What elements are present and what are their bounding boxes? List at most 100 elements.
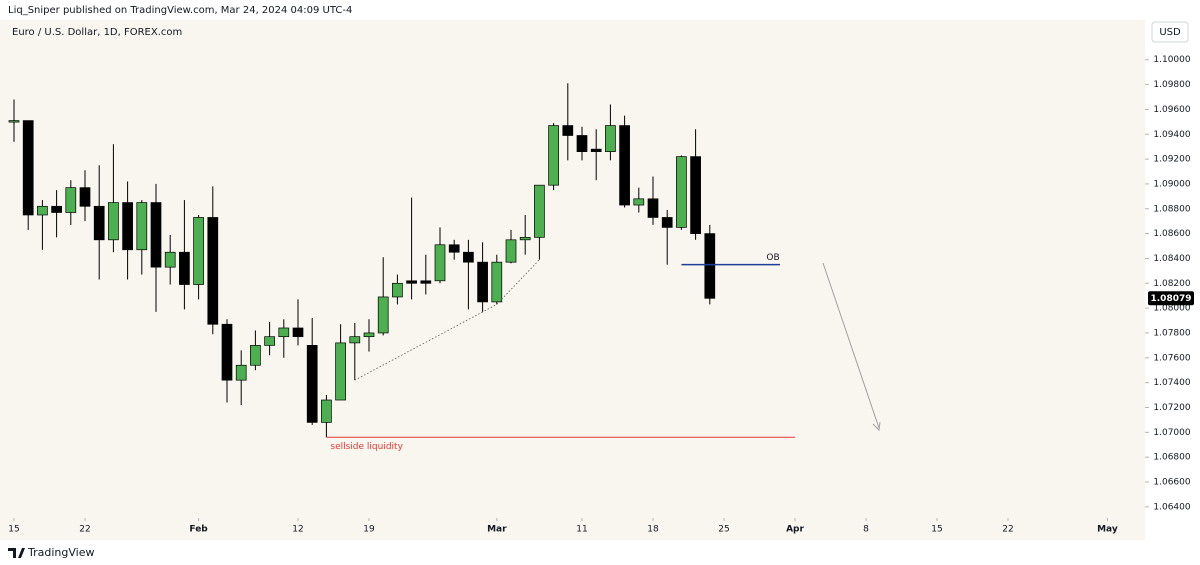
y-tick-label: 1.09400 bbox=[1153, 130, 1190, 140]
candle-body bbox=[406, 280, 417, 284]
candle-body bbox=[193, 217, 204, 285]
candle-body bbox=[8, 120, 20, 123]
arrow-head bbox=[872, 421, 881, 432]
x-tick-label: 19 bbox=[363, 525, 375, 535]
candle-body bbox=[477, 261, 488, 303]
candle-body bbox=[448, 244, 460, 253]
y-tick-label: 1.08000 bbox=[1153, 304, 1190, 314]
candle-body bbox=[264, 336, 275, 346]
candle-body bbox=[93, 205, 105, 241]
candle-body bbox=[420, 280, 432, 284]
y-tick-label: 1.06600 bbox=[1153, 477, 1190, 487]
candle-body bbox=[676, 156, 687, 228]
candle-body bbox=[122, 202, 133, 251]
candle-body bbox=[250, 345, 261, 366]
candle-body bbox=[463, 251, 474, 263]
ob-label: OB bbox=[766, 253, 779, 263]
candle-body bbox=[235, 364, 247, 381]
trend-line bbox=[354, 259, 540, 381]
x-tick-label: 18 bbox=[647, 525, 659, 535]
currency[interactable]: USD bbox=[1159, 27, 1181, 38]
x-tick-label: 22 bbox=[79, 525, 90, 535]
x-tick-label: 15 bbox=[931, 525, 942, 535]
candle-body bbox=[661, 217, 673, 228]
x-tick-label: 8 bbox=[863, 525, 869, 535]
x-tick-label: 15 bbox=[8, 525, 19, 535]
y-tick-label: 1.07800 bbox=[1153, 328, 1190, 338]
last-price-box bbox=[1148, 291, 1194, 306]
last-price-label: 1.08079 bbox=[1151, 294, 1192, 304]
candle-body bbox=[164, 251, 176, 268]
candle-body bbox=[51, 205, 62, 213]
candle-body bbox=[136, 202, 148, 251]
x-tick-label: Feb bbox=[189, 525, 208, 535]
footer-logo bbox=[8, 548, 25, 558]
candle-body bbox=[392, 282, 403, 298]
footer: TradingView bbox=[27, 546, 94, 559]
x-tick-label: 22 bbox=[1002, 525, 1013, 535]
candle-body bbox=[321, 399, 332, 423]
candle-body bbox=[619, 125, 630, 206]
candle-body bbox=[207, 217, 219, 325]
x-tick-label: May bbox=[1097, 525, 1118, 535]
candle-body bbox=[292, 327, 304, 338]
candle-body bbox=[576, 135, 588, 152]
chart-title: Euro / U.S. Dollar, 1D, FOREX.com bbox=[12, 27, 182, 38]
x-axis-area bbox=[0, 518, 1145, 540]
candle-body bbox=[562, 125, 574, 136]
candle-body bbox=[221, 323, 233, 381]
candle-body bbox=[434, 244, 446, 282]
y-tick-label: 1.06800 bbox=[1153, 453, 1190, 463]
arrow bbox=[822, 262, 880, 429]
y-tick-label: 1.09000 bbox=[1153, 179, 1190, 189]
y-tick-label: 1.08800 bbox=[1153, 204, 1190, 214]
candle-body bbox=[179, 251, 190, 285]
candle-body bbox=[278, 327, 290, 338]
candle-body bbox=[505, 239, 517, 263]
x-tick-label: 25 bbox=[718, 525, 729, 535]
candle-body bbox=[590, 148, 602, 152]
candle-body bbox=[605, 125, 616, 152]
candle-body bbox=[37, 205, 48, 216]
candle-body bbox=[548, 125, 559, 186]
y-tick-label: 1.08600 bbox=[1153, 229, 1190, 239]
candle-body bbox=[377, 296, 389, 334]
y-tick-label: 1.09200 bbox=[1153, 155, 1190, 165]
plot-area bbox=[0, 20, 1145, 518]
candle-body bbox=[22, 120, 34, 216]
candle-body bbox=[491, 261, 503, 303]
candle-body bbox=[306, 345, 318, 423]
y-tick-label: 1.07000 bbox=[1153, 428, 1190, 438]
sellside-label: sellside liquidity bbox=[330, 442, 403, 452]
x-tick-label: 12 bbox=[292, 525, 303, 535]
publisher: Liq_Sniper published on TradingView.com,… bbox=[8, 5, 352, 16]
candle-body bbox=[79, 187, 91, 207]
y-tick-label: 1.08400 bbox=[1153, 254, 1190, 264]
candle-body bbox=[108, 202, 119, 241]
y-tick-label: 1.07200 bbox=[1153, 403, 1190, 413]
x-tick-label: Mar bbox=[487, 525, 507, 535]
candle-body bbox=[65, 187, 77, 213]
y-tick-label: 1.09800 bbox=[1153, 80, 1190, 90]
currency-box[interactable] bbox=[1151, 21, 1189, 43]
candle-body bbox=[349, 336, 361, 344]
y-tick-label: 1.07400 bbox=[1153, 378, 1190, 388]
candle-body bbox=[150, 202, 162, 268]
y-tick-label: 1.09600 bbox=[1153, 105, 1190, 115]
x-tick-label: Apr bbox=[786, 525, 804, 535]
candle-body bbox=[363, 332, 375, 338]
y-tick-label: 1.10000 bbox=[1153, 55, 1190, 65]
candle-body bbox=[519, 236, 531, 241]
candle-body bbox=[335, 342, 346, 401]
y-tick-label: 1.06400 bbox=[1153, 502, 1190, 512]
candle-body bbox=[534, 184, 545, 238]
candle-body bbox=[704, 233, 716, 299]
y-tick-label: 1.08200 bbox=[1153, 279, 1190, 289]
candle-body bbox=[633, 198, 645, 206]
x-tick-label: 11 bbox=[576, 525, 587, 535]
candle-body bbox=[647, 198, 659, 218]
y-tick-label: 1.07600 bbox=[1153, 353, 1190, 363]
candle-body bbox=[690, 156, 701, 234]
